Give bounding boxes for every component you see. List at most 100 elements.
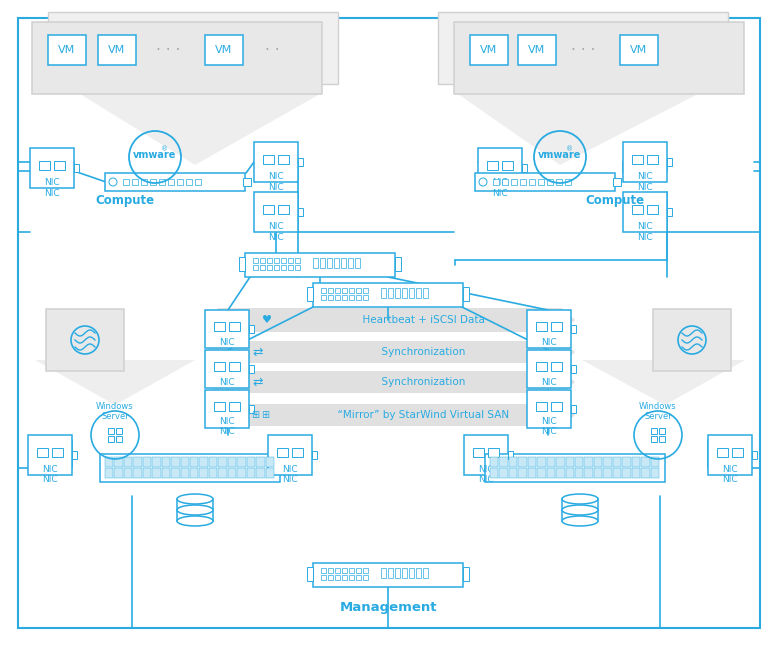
Bar bbox=[464, 435, 508, 475]
Bar bbox=[381, 288, 386, 298]
Bar bbox=[556, 468, 565, 478]
Bar bbox=[395, 568, 400, 578]
Bar bbox=[395, 288, 400, 298]
Polygon shape bbox=[582, 360, 745, 405]
Text: NIC: NIC bbox=[268, 183, 284, 191]
Polygon shape bbox=[35, 360, 195, 405]
Bar bbox=[245, 253, 395, 277]
Bar bbox=[141, 179, 147, 185]
Bar bbox=[209, 468, 218, 478]
Bar bbox=[200, 457, 208, 467]
Text: NIC: NIC bbox=[44, 177, 60, 187]
Bar bbox=[278, 205, 289, 214]
Bar bbox=[502, 179, 508, 185]
Bar bbox=[278, 154, 289, 164]
Bar bbox=[335, 568, 340, 573]
Bar bbox=[487, 160, 498, 169]
Bar bbox=[341, 258, 346, 268]
Ellipse shape bbox=[562, 505, 598, 515]
Text: “Mirror” by StarWind Virtual SAN: “Mirror” by StarWind Virtual SAN bbox=[331, 410, 509, 420]
Bar bbox=[295, 265, 300, 270]
Bar bbox=[200, 468, 208, 478]
Bar bbox=[511, 179, 517, 185]
Bar bbox=[356, 575, 361, 580]
Bar bbox=[527, 350, 571, 388]
Bar bbox=[527, 390, 571, 428]
Bar bbox=[423, 568, 428, 578]
Bar bbox=[613, 468, 622, 478]
Bar bbox=[177, 179, 183, 185]
Bar bbox=[214, 322, 225, 330]
Bar bbox=[243, 178, 251, 186]
Bar bbox=[594, 468, 602, 478]
Bar bbox=[30, 148, 74, 188]
Bar bbox=[260, 265, 265, 270]
Text: NIC: NIC bbox=[268, 222, 284, 230]
Text: · · ·: · · · bbox=[156, 42, 180, 58]
Text: NIC: NIC bbox=[637, 171, 653, 181]
Bar bbox=[123, 179, 129, 185]
Bar bbox=[100, 454, 280, 482]
Bar bbox=[195, 179, 201, 185]
Bar bbox=[256, 468, 264, 478]
Text: NIC: NIC bbox=[219, 338, 235, 346]
Bar bbox=[274, 258, 279, 263]
Bar bbox=[209, 457, 218, 467]
Bar bbox=[108, 428, 114, 434]
Bar bbox=[575, 468, 584, 478]
Text: NIC: NIC bbox=[282, 475, 298, 485]
Bar bbox=[349, 568, 354, 573]
Bar bbox=[402, 288, 407, 298]
Bar bbox=[659, 436, 665, 442]
Bar bbox=[267, 258, 272, 263]
Polygon shape bbox=[458, 94, 698, 165]
Bar bbox=[321, 568, 326, 573]
Bar bbox=[37, 448, 48, 457]
Bar bbox=[229, 322, 240, 330]
Bar bbox=[180, 457, 189, 467]
Bar bbox=[536, 322, 547, 330]
Bar bbox=[538, 179, 544, 185]
Bar bbox=[647, 154, 658, 164]
Bar bbox=[518, 468, 527, 478]
Ellipse shape bbox=[177, 505, 213, 515]
Bar bbox=[229, 361, 240, 371]
Bar bbox=[363, 295, 368, 300]
Bar bbox=[74, 164, 79, 172]
Bar bbox=[355, 258, 360, 268]
Bar bbox=[502, 160, 513, 169]
Bar bbox=[307, 567, 313, 581]
Bar bbox=[641, 468, 650, 478]
Polygon shape bbox=[80, 94, 320, 165]
Bar bbox=[72, 451, 77, 459]
Bar bbox=[228, 457, 236, 467]
Bar bbox=[205, 35, 243, 65]
Text: NIC: NIC bbox=[44, 189, 60, 197]
Bar bbox=[277, 448, 288, 457]
Text: NIC: NIC bbox=[42, 465, 57, 473]
Bar bbox=[214, 361, 225, 371]
Bar bbox=[566, 468, 574, 478]
Bar bbox=[288, 265, 293, 270]
Text: ®: ® bbox=[566, 146, 573, 152]
Bar bbox=[218, 468, 227, 478]
Bar bbox=[249, 365, 254, 373]
Bar bbox=[124, 457, 132, 467]
Text: VM: VM bbox=[215, 45, 232, 55]
Bar bbox=[313, 563, 463, 587]
Bar bbox=[438, 12, 728, 84]
Bar bbox=[190, 468, 198, 478]
Bar bbox=[566, 457, 574, 467]
Bar bbox=[547, 457, 555, 467]
Bar bbox=[651, 436, 657, 442]
Text: NIC: NIC bbox=[219, 377, 235, 387]
Bar bbox=[162, 468, 170, 478]
Bar bbox=[229, 401, 240, 410]
Bar bbox=[653, 309, 731, 371]
Text: NIC: NIC bbox=[542, 377, 557, 387]
Text: Synchronization: Synchronization bbox=[375, 377, 465, 387]
Bar bbox=[470, 35, 508, 65]
Text: VM: VM bbox=[108, 45, 126, 55]
Text: NIC: NIC bbox=[478, 475, 494, 485]
Polygon shape bbox=[205, 341, 575, 363]
